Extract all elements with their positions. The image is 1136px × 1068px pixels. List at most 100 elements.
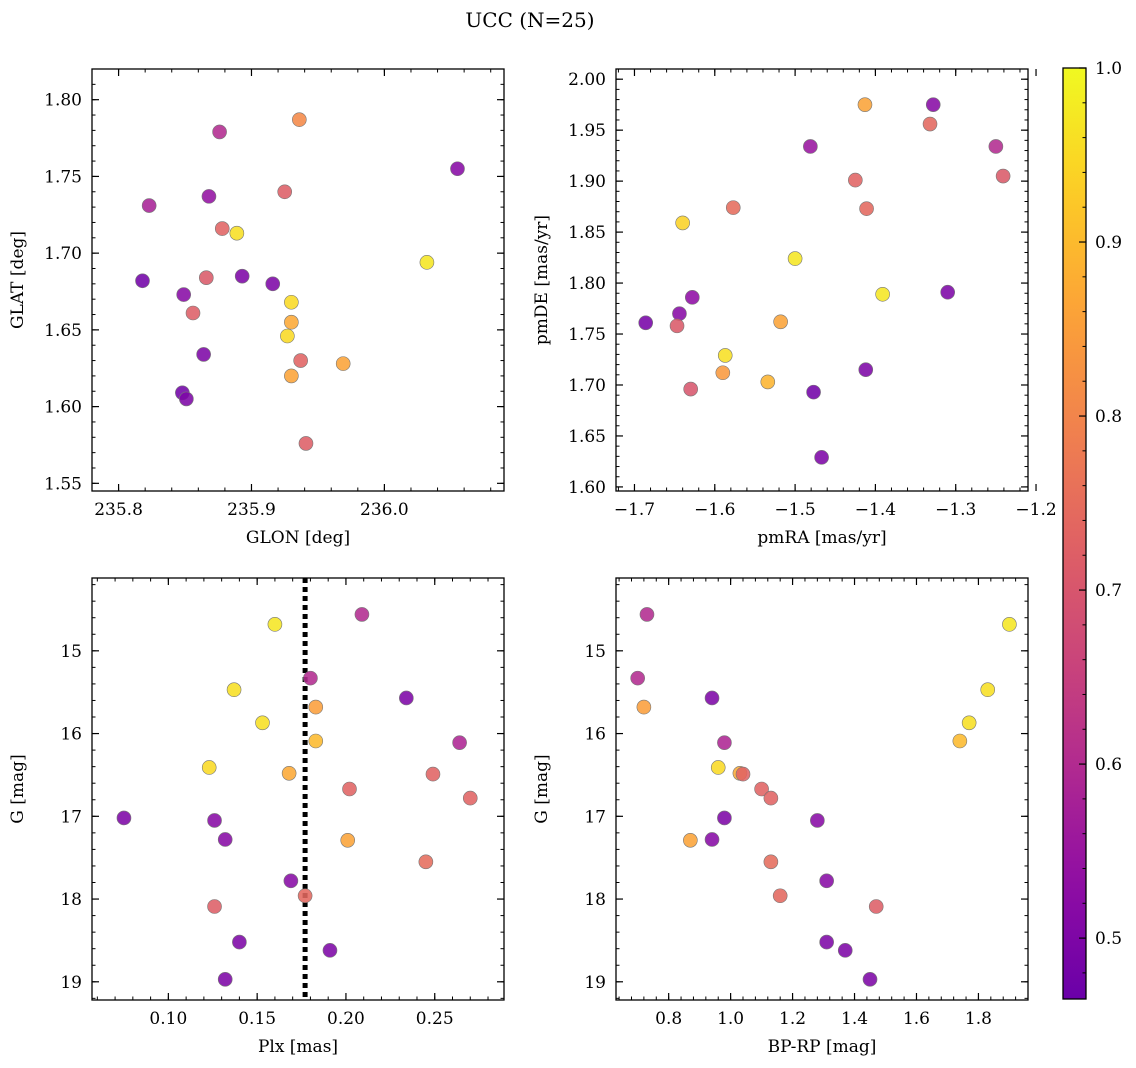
scatter-point bbox=[141, 198, 157, 213]
scatter-point bbox=[940, 284, 955, 300]
y-tick-label: 1.55 bbox=[44, 474, 82, 494]
scatter-point bbox=[185, 305, 201, 321]
scatter-point bbox=[803, 139, 818, 154]
scatter-point bbox=[217, 972, 233, 987]
scatter-point bbox=[675, 215, 690, 231]
x-axis-label: GLON [deg] bbox=[246, 528, 350, 548]
scatter-point bbox=[717, 735, 732, 750]
y-tick-label: 1.65 bbox=[568, 427, 606, 447]
y-tick-label: 1.85 bbox=[568, 223, 606, 243]
y-tick-label: 1.70 bbox=[44, 244, 82, 264]
scatter-point bbox=[952, 733, 968, 749]
y-axis-label: pmDE [mas/yr] bbox=[532, 215, 552, 345]
y-tick-label: 19 bbox=[60, 973, 82, 993]
scatter-point bbox=[819, 873, 834, 889]
scatter-point bbox=[201, 189, 217, 204]
scatter-point bbox=[868, 899, 884, 914]
y-tick-label: 15 bbox=[60, 642, 82, 662]
panel-glon-glat: 235.8 235.9 236.0 1.55 1.60 1.65 1.70 1.75 1.80 G… bbox=[8, 68, 505, 548]
scatter-point bbox=[297, 888, 313, 904]
scatter-point bbox=[340, 833, 356, 848]
scatter-point bbox=[217, 832, 233, 847]
y-axis-label: G [mag] bbox=[8, 754, 28, 823]
x-tick-label: 1.2 bbox=[779, 1009, 806, 1029]
scatter-point bbox=[354, 607, 370, 622]
scatter-point bbox=[207, 813, 222, 828]
y-tick-label: 1.75 bbox=[44, 167, 82, 187]
scatter-point bbox=[452, 735, 467, 750]
scatter-point bbox=[232, 934, 247, 950]
scatter-point bbox=[810, 813, 825, 828]
scatter-point bbox=[277, 184, 293, 200]
x-tick-label: 235.8 bbox=[94, 500, 143, 520]
scatter-point bbox=[196, 347, 211, 362]
scatter-point bbox=[704, 832, 720, 847]
colorbar-tick-label: 0.8 bbox=[1095, 407, 1122, 427]
y-tick-label: 16 bbox=[60, 725, 82, 745]
panel-bprp-g: 0.8 1.0 1.2 1.4 1.6 1.8 15 16 17 18 19 BP-RP [mag] G… bbox=[532, 577, 1029, 1057]
scatter-point bbox=[425, 766, 441, 782]
scatter-point bbox=[419, 255, 435, 270]
scatter-point bbox=[342, 781, 357, 797]
x-tick-label: 1.6 bbox=[903, 1009, 930, 1029]
scatter-point bbox=[283, 873, 299, 889]
y-axis-label: G [mag] bbox=[532, 754, 552, 823]
scatter-point bbox=[715, 365, 731, 381]
scatter-point bbox=[462, 790, 478, 806]
scatter-point bbox=[763, 854, 779, 870]
scatter-point bbox=[298, 436, 314, 451]
x-tick-label: 1.0 bbox=[717, 1009, 744, 1029]
scatter-panels: 235.8 235.9 236.0 1.55 1.60 1.65 1.70 1.75 1.80 G… bbox=[8, 68, 1057, 1057]
scatter-points bbox=[630, 607, 1017, 987]
y-tick-label: 17 bbox=[60, 807, 82, 827]
scatter-point bbox=[848, 172, 863, 188]
panel-pmra-pmde: −1.7 −1.6 −1.5 −1.4 −1.3 −1.2 1.60 1.65 1.70 1.75… bbox=[532, 68, 1057, 548]
scatter-point bbox=[988, 139, 1004, 154]
scatter-point bbox=[226, 682, 242, 698]
scatter-point bbox=[961, 715, 977, 731]
scatter-point bbox=[450, 161, 465, 177]
axes-frame bbox=[91, 68, 505, 492]
x-tick-label: 0.10 bbox=[149, 1009, 187, 1029]
colorbar-tick-label: 0.7 bbox=[1095, 581, 1122, 601]
y-tick-label: 1.65 bbox=[44, 321, 82, 341]
scatter-point bbox=[335, 356, 351, 371]
scatter-point bbox=[760, 374, 776, 390]
x-axis-label: Plx [mas] bbox=[258, 1037, 338, 1057]
scatter-point bbox=[116, 810, 132, 826]
y-axis-label: GLAT [deg] bbox=[8, 231, 28, 329]
scatter-point bbox=[284, 314, 299, 330]
colorbar-tick-label: 0.9 bbox=[1095, 233, 1122, 253]
scatter-points bbox=[135, 112, 465, 451]
x-tick-label: 236.0 bbox=[360, 500, 409, 520]
scatter-point bbox=[875, 286, 890, 302]
y-tick-label: 16 bbox=[584, 725, 606, 745]
x-tick-label: −1.4 bbox=[855, 500, 896, 520]
colorbar: 0.5 0.6 0.7 0.8 0.9 1.0 bbox=[1062, 59, 1122, 1000]
y-tick-label: 1.80 bbox=[44, 91, 82, 111]
x-tick-label: 0.8 bbox=[655, 1009, 682, 1029]
scatter-point bbox=[995, 168, 1011, 184]
x-tick-label: −1.6 bbox=[694, 500, 735, 520]
scatter-point bbox=[214, 221, 230, 236]
scatter-point bbox=[179, 391, 194, 407]
y-tick-label: 1.60 bbox=[568, 478, 606, 498]
scatter-point bbox=[280, 328, 295, 344]
scatter-point bbox=[710, 760, 726, 775]
colorbar-tick-label: 0.6 bbox=[1095, 755, 1122, 775]
scatter-point bbox=[862, 972, 878, 987]
x-tick-label: −1.7 bbox=[614, 500, 655, 520]
scatter-point bbox=[717, 810, 732, 826]
y-tick-label: 1.70 bbox=[568, 376, 606, 396]
scatter-point bbox=[234, 268, 250, 284]
colorbar-tick-label: 0.5 bbox=[1095, 929, 1122, 949]
scatter-point bbox=[135, 273, 150, 289]
scatter-point bbox=[418, 854, 434, 870]
colorbar-tick-label: 1.0 bbox=[1095, 59, 1122, 79]
scatter-point bbox=[925, 97, 941, 112]
x-tick-label: 1.8 bbox=[965, 1009, 992, 1029]
scatter-point bbox=[638, 315, 654, 331]
scatter-point bbox=[819, 934, 834, 950]
scatter-point bbox=[814, 450, 829, 465]
